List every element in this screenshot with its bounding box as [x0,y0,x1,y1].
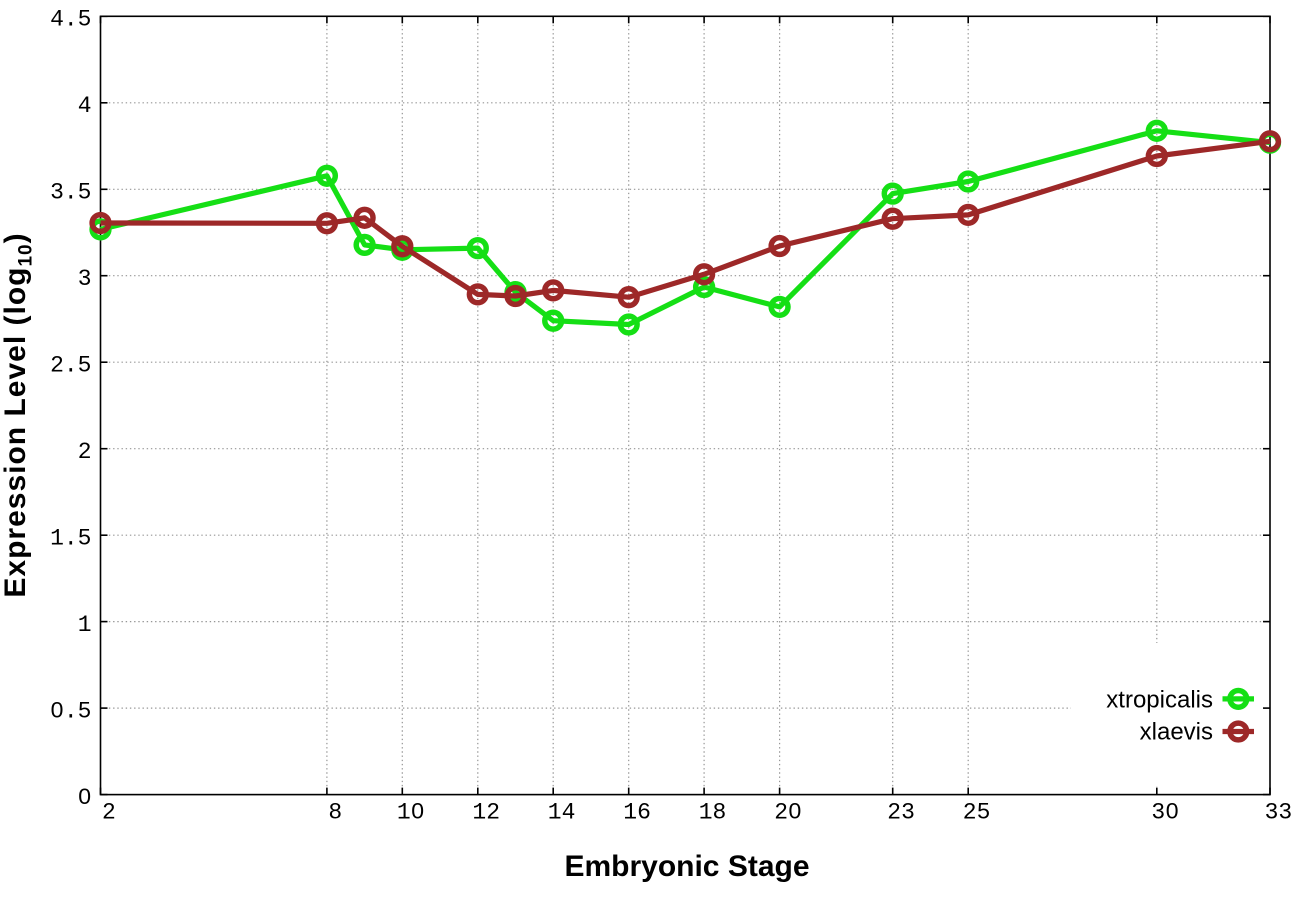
svg-text:14: 14 [548,800,576,826]
svg-text:4.5: 4.5 [50,7,91,33]
svg-text:xlaevis: xlaevis [1140,719,1213,746]
svg-text:8: 8 [328,800,342,826]
svg-text:xtropicalis: xtropicalis [1106,687,1213,714]
svg-text:1.5: 1.5 [50,526,91,552]
svg-text:2.5: 2.5 [50,353,91,379]
svg-text:3: 3 [78,266,92,292]
svg-text:4: 4 [78,93,92,119]
svg-text:18: 18 [699,800,727,826]
svg-text:3.5: 3.5 [50,180,91,206]
svg-text:2: 2 [102,800,116,826]
svg-text:25: 25 [963,800,991,826]
svg-text:Expression Level (log10): Expression Level (log10) [0,232,37,597]
svg-text:30: 30 [1151,800,1179,826]
svg-text:10: 10 [397,800,425,826]
svg-text:12: 12 [472,800,500,826]
svg-text:1: 1 [78,612,92,638]
svg-text:20: 20 [774,800,802,826]
svg-text:23: 23 [887,800,915,826]
svg-text:2: 2 [78,439,92,465]
svg-text:33: 33 [1265,800,1293,826]
svg-text:16: 16 [623,800,651,826]
svg-text:Embryonic Stage: Embryonic Stage [564,850,809,883]
